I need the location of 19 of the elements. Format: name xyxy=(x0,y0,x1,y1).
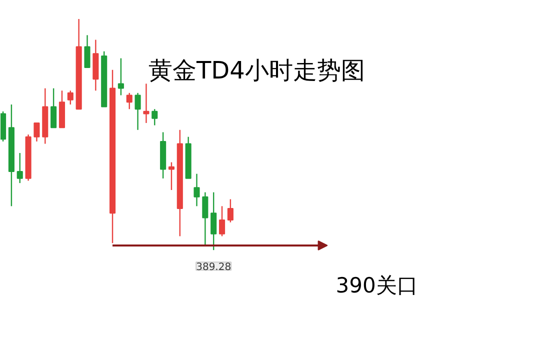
candlestick xyxy=(218,206,226,237)
annotation: 389.28 xyxy=(196,262,232,274)
candlestick xyxy=(143,83,150,124)
candlestick xyxy=(152,108,158,126)
candlestick xyxy=(194,173,200,207)
legend-label: 390关口 xyxy=(336,273,418,298)
text: 黄金TD4小时走势图 xyxy=(148,56,365,84)
candlestick xyxy=(16,152,23,184)
candlestick xyxy=(168,162,175,191)
candlestick xyxy=(50,88,57,128)
candlestick xyxy=(67,90,74,106)
candlestick xyxy=(210,192,217,251)
candlestick xyxy=(227,198,234,223)
candlestick xyxy=(34,122,40,142)
candlestick xyxy=(126,92,132,110)
candlestick xyxy=(84,34,90,68)
candlestick xyxy=(202,192,208,246)
candlestick xyxy=(118,58,124,96)
candlestick xyxy=(134,92,141,131)
